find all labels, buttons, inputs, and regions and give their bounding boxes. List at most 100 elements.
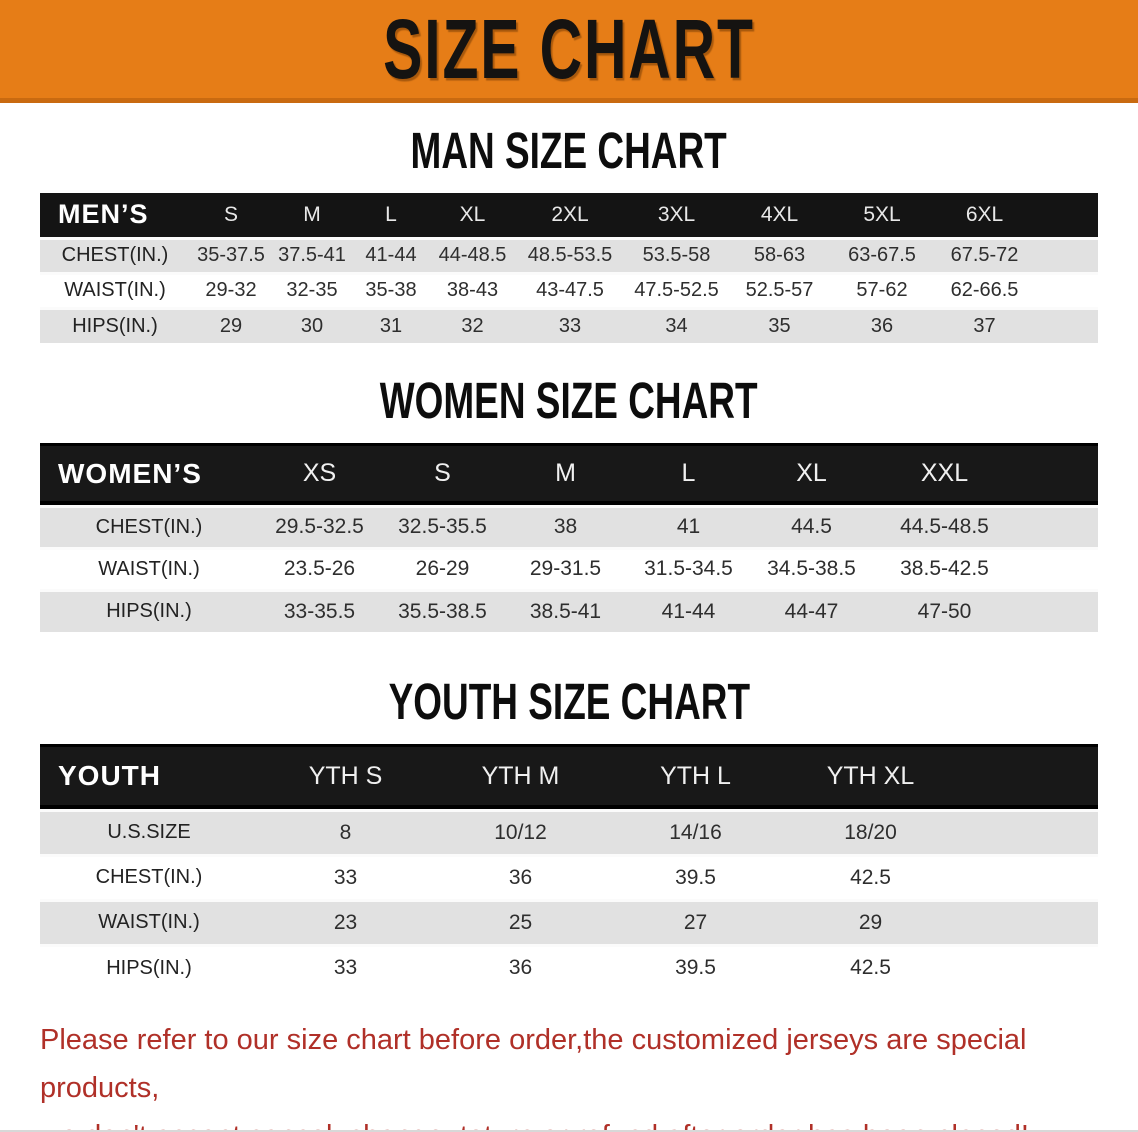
column-header: XL xyxy=(430,193,515,238)
cell: 32.5-35.5 xyxy=(381,504,504,548)
banner: SIZE CHART xyxy=(0,0,1138,103)
cell: 35-37.5 xyxy=(190,236,272,273)
cell: 62-66.5 xyxy=(933,271,1098,308)
cell: 27 xyxy=(608,898,783,945)
disclaimer-text: Please refer to our size chart before or… xyxy=(40,1016,1108,1130)
cell: 26-29 xyxy=(381,546,504,590)
cell: 32-35 xyxy=(272,271,352,308)
cell: 29.5-32.5 xyxy=(258,504,381,548)
cell: 35.5-38.5 xyxy=(381,588,504,632)
youth-heading-text: YOUTH SIZE CHART xyxy=(388,672,750,731)
column-header: YTH L xyxy=(608,744,783,810)
column-header: 6XL xyxy=(933,193,1098,238)
row-label: CHEST(IN.) xyxy=(40,853,258,900)
cell: 39.5 xyxy=(608,853,783,900)
youth-section-heading: YOUTH SIZE CHART xyxy=(0,673,1138,730)
cell: 47.5-52.5 xyxy=(625,271,728,308)
column-header: M xyxy=(272,193,352,238)
youth-size-table: YOUTH YTH S YTH M YTH L YTH XL U.S.SIZE … xyxy=(40,744,1098,990)
column-header: L xyxy=(352,193,430,238)
row-label: HIPS(IN.) xyxy=(40,306,190,343)
row-label: HIPS(IN.) xyxy=(40,943,258,990)
cell: 33 xyxy=(258,943,433,990)
column-header: 5XL xyxy=(831,193,933,238)
men-section-heading: MAN SIZE CHART xyxy=(0,122,1138,179)
cell: 63-67.5 xyxy=(831,236,933,273)
cell: 29 xyxy=(190,306,272,343)
cell: 10/12 xyxy=(433,808,608,855)
banner-title: SIZE CHART xyxy=(383,1,755,97)
cell: 32 xyxy=(430,306,515,343)
youth-header-row: YOUTH YTH S YTH M YTH L YTH XL xyxy=(40,744,1098,810)
cell: 31 xyxy=(352,306,430,343)
cell: 8 xyxy=(258,808,433,855)
column-header: S xyxy=(381,443,504,506)
column-header: XS xyxy=(258,443,381,506)
women-size-table: WOMEN’S XS S M L XL XXL CHEST(IN.) 29.5-… xyxy=(40,443,1098,632)
women-table-title: WOMEN’S xyxy=(40,443,258,506)
cell: 37.5-41 xyxy=(272,236,352,273)
cell: 39.5 xyxy=(608,943,783,990)
cell: 23 xyxy=(258,898,433,945)
cell: 42.5 xyxy=(783,853,1098,900)
men-heading-text: MAN SIZE CHART xyxy=(410,121,728,180)
column-header: 3XL xyxy=(625,193,728,238)
women-heading-text: WOMEN SIZE CHART xyxy=(380,371,758,430)
table-row: HIPS(IN.) 29 30 31 32 33 34 35 36 37 xyxy=(40,306,1098,343)
cell: 36 xyxy=(433,853,608,900)
cell: 34.5-38.5 xyxy=(750,546,873,590)
cell: 52.5-57 xyxy=(728,271,831,308)
cell: 25 xyxy=(433,898,608,945)
table-row: WAIST(IN.) 23 25 27 29 xyxy=(40,898,1098,945)
cell: 35 xyxy=(728,306,831,343)
cell: 41-44 xyxy=(352,236,430,273)
row-label: WAIST(IN.) xyxy=(40,546,258,590)
women-section-heading: WOMEN SIZE CHART xyxy=(0,372,1138,429)
column-header: L xyxy=(627,443,750,506)
cell: 23.5-26 xyxy=(258,546,381,590)
column-header: YTH S xyxy=(258,744,433,810)
table-row: WAIST(IN.) 29-32 32-35 35-38 38-43 43-47… xyxy=(40,271,1098,308)
cell: 58-63 xyxy=(728,236,831,273)
cell: 33-35.5 xyxy=(258,588,381,632)
cell: 18/20 xyxy=(783,808,1098,855)
cell: 29-32 xyxy=(190,271,272,308)
column-header: XXL xyxy=(873,443,1098,506)
cell: 57-62 xyxy=(831,271,933,308)
column-header: YTH M xyxy=(433,744,608,810)
cell: 42.5 xyxy=(783,943,1098,990)
cell: 38.5-42.5 xyxy=(873,546,1098,590)
cell: 29 xyxy=(783,898,1098,945)
women-header-row: WOMEN’S XS S M L XL XXL xyxy=(40,443,1098,506)
men-size-table: MEN’S S M L XL 2XL 3XL 4XL 5XL 6XL CHEST… xyxy=(40,193,1098,343)
cell: 47-50 xyxy=(873,588,1098,632)
table-row: HIPS(IN.) 33 36 39.5 42.5 xyxy=(40,943,1098,990)
cell: 29-31.5 xyxy=(504,546,627,590)
men-table-title: MEN’S xyxy=(40,193,190,238)
cell: 67.5-72 xyxy=(933,236,1098,273)
row-label: WAIST(IN.) xyxy=(40,898,258,945)
youth-table-title: YOUTH xyxy=(40,744,258,810)
cell: 44.5 xyxy=(750,504,873,548)
cell: 36 xyxy=(831,306,933,343)
cell: 33 xyxy=(515,306,625,343)
men-header-row: MEN’S S M L XL 2XL 3XL 4XL 5XL 6XL xyxy=(40,193,1098,238)
cell: 31.5-34.5 xyxy=(627,546,750,590)
cell: 33 xyxy=(258,853,433,900)
cell: 38 xyxy=(504,504,627,548)
table-row: CHEST(IN.) 29.5-32.5 32.5-35.5 38 41 44.… xyxy=(40,504,1098,548)
row-label: HIPS(IN.) xyxy=(40,588,258,632)
cell: 37 xyxy=(933,306,1098,343)
row-label: WAIST(IN.) xyxy=(40,271,190,308)
cell: 48.5-53.5 xyxy=(515,236,625,273)
cell: 34 xyxy=(625,306,728,343)
table-row: HIPS(IN.) 33-35.5 35.5-38.5 38.5-41 41-4… xyxy=(40,588,1098,632)
cell: 41 xyxy=(627,504,750,548)
cell: 44-48.5 xyxy=(430,236,515,273)
row-label: CHEST(IN.) xyxy=(40,504,258,548)
column-header: XL xyxy=(750,443,873,506)
column-header: YTH XL xyxy=(783,744,1098,810)
cell: 38.5-41 xyxy=(504,588,627,632)
column-header: S xyxy=(190,193,272,238)
